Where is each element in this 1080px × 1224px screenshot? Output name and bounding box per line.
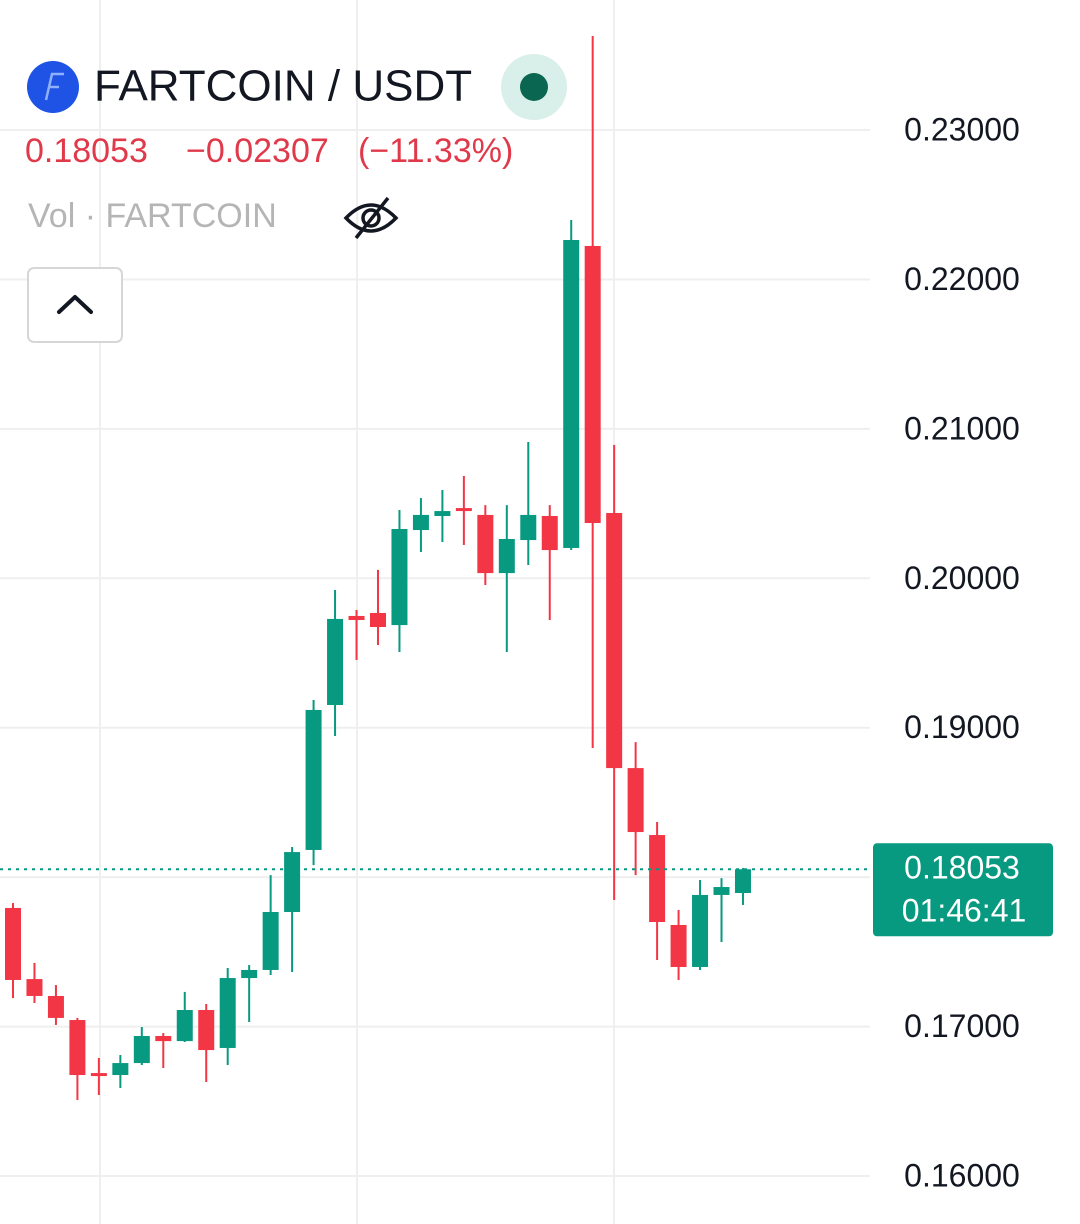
grid: [0, 0, 870, 1224]
candle-body: [455, 508, 472, 512]
candle-body: [305, 709, 322, 850]
last-price: 0.18053: [25, 132, 148, 170]
countdown: 01:46:41: [902, 893, 1027, 929]
candle-body: [391, 528, 408, 626]
candle-body: [112, 1063, 129, 1076]
candle-body: [477, 514, 494, 574]
candle-body: [69, 1020, 86, 1076]
candle-body: [241, 969, 258, 979]
candle-body: [133, 1036, 150, 1064]
candle-body: [284, 852, 301, 912]
y-tick-label: 0.22000: [904, 261, 1020, 297]
candle-body: [369, 612, 386, 628]
price-tag-value: 0.18053: [904, 850, 1020, 886]
candle-body: [541, 515, 558, 551]
change-percent: (−11.33%): [358, 132, 513, 170]
candle-body: [434, 511, 451, 516]
coin-icon-glyph: [44, 72, 64, 101]
y-tick-label: 0.16000: [904, 1157, 1020, 1193]
candle-body: [348, 615, 365, 620]
y-tick-label: 0.20000: [904, 560, 1020, 596]
candle-body: [627, 768, 644, 833]
price-tag: [873, 843, 1053, 937]
candle-body: [262, 911, 279, 970]
candle-body: [412, 514, 429, 531]
candle-body: [176, 1010, 193, 1042]
volume-label: Vol · FARTCOIN: [28, 197, 277, 235]
candle-body: [498, 539, 515, 574]
candle-body: [198, 1010, 215, 1051]
candle-body: [606, 513, 623, 769]
candle-body: [520, 514, 537, 541]
candle-body: [47, 995, 64, 1018]
candle-body: [584, 245, 601, 524]
eye-icon[interactable]: [343, 203, 399, 233]
candle-body: [155, 1036, 172, 1042]
candle-body: [670, 924, 687, 967]
candle-body: [327, 618, 344, 706]
y-tick-label: 0.21000: [904, 410, 1020, 446]
y-tick-label: 0.19000: [904, 709, 1020, 745]
pair-title: FARTCOIN / USDT: [94, 62, 472, 111]
candle-body: [734, 869, 751, 894]
candles: [5, 36, 751, 1100]
candle-body: [692, 894, 709, 967]
candle-body: [563, 239, 580, 548]
collapse-button[interactable]: [27, 267, 123, 343]
overlay: FARTCOIN / USDT 0.18053 −0.02307 (−11.33…: [25, 54, 567, 343]
candle-body: [713, 887, 730, 895]
eye-slash[interactable]: [354, 196, 390, 240]
candle-body: [90, 1073, 107, 1077]
chevron-up[interactable]: [57, 295, 93, 314]
status-dot: [520, 73, 548, 101]
candle-body: [219, 978, 236, 1048]
candle-body: [649, 835, 666, 922]
eye-pupil[interactable]: [361, 208, 381, 228]
candle-body: [5, 907, 21, 980]
change: −0.02307: [186, 132, 329, 170]
candle-body: [26, 979, 43, 996]
y-tick-label: 0.23000: [904, 111, 1020, 147]
y-tick-label: 0.17000: [904, 1008, 1020, 1044]
hide-icon[interactable]: [343, 196, 399, 240]
